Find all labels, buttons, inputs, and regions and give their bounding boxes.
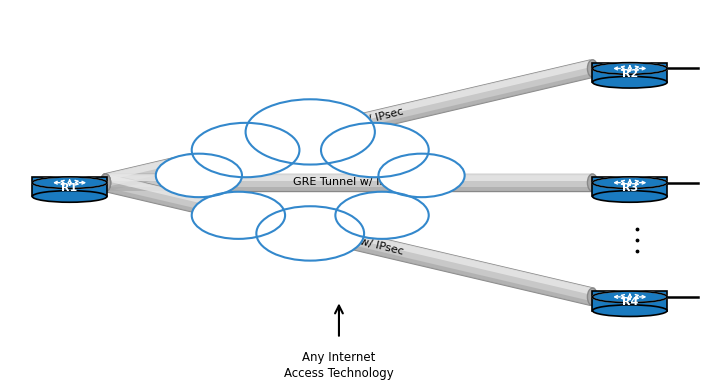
Ellipse shape xyxy=(192,192,285,239)
Ellipse shape xyxy=(593,305,667,316)
Polygon shape xyxy=(103,187,591,305)
Ellipse shape xyxy=(246,99,375,165)
Ellipse shape xyxy=(379,154,464,197)
Text: Any Internet
Access Technology: Any Internet Access Technology xyxy=(284,351,394,380)
Ellipse shape xyxy=(593,63,667,74)
Polygon shape xyxy=(107,73,595,191)
Ellipse shape xyxy=(335,192,429,239)
Ellipse shape xyxy=(257,206,364,261)
Ellipse shape xyxy=(321,123,429,177)
Ellipse shape xyxy=(192,123,299,177)
Polygon shape xyxy=(105,187,593,191)
Text: GRE Tunnel w/ IPsec: GRE Tunnel w/ IPsec xyxy=(293,221,404,257)
Polygon shape xyxy=(106,174,595,295)
Ellipse shape xyxy=(593,190,667,202)
Ellipse shape xyxy=(588,60,598,77)
Ellipse shape xyxy=(156,154,242,197)
Ellipse shape xyxy=(593,177,667,189)
Text: R1: R1 xyxy=(61,183,78,193)
Text: GRE Tunnel w/ IPsec: GRE Tunnel w/ IPsec xyxy=(293,106,404,143)
Ellipse shape xyxy=(588,288,598,306)
Ellipse shape xyxy=(100,174,110,191)
Ellipse shape xyxy=(593,76,667,88)
Text: R4: R4 xyxy=(622,297,638,308)
Ellipse shape xyxy=(32,177,107,189)
Ellipse shape xyxy=(593,291,667,303)
Ellipse shape xyxy=(588,174,598,191)
Polygon shape xyxy=(103,174,595,305)
Text: R2: R2 xyxy=(622,69,638,79)
Polygon shape xyxy=(593,177,667,197)
Polygon shape xyxy=(32,177,107,197)
Ellipse shape xyxy=(100,174,110,191)
Polygon shape xyxy=(105,174,593,191)
Text: R3: R3 xyxy=(622,183,638,193)
Polygon shape xyxy=(593,63,667,82)
Polygon shape xyxy=(105,174,593,181)
Ellipse shape xyxy=(100,174,110,191)
Polygon shape xyxy=(103,60,595,191)
Ellipse shape xyxy=(32,190,107,202)
Polygon shape xyxy=(593,291,667,311)
Polygon shape xyxy=(103,60,592,181)
Text: GRE Tunnel w/ IPsec: GRE Tunnel w/ IPsec xyxy=(293,177,404,187)
